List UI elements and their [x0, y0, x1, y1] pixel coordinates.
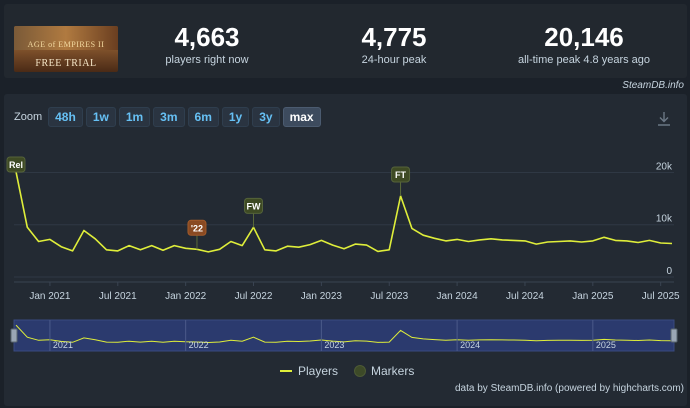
- x-tick-label: Jan 2024: [437, 291, 479, 302]
- x-tick-label: Jul 2021: [99, 291, 137, 302]
- series-line-players: [15, 171, 673, 253]
- chart-panel: [4, 94, 687, 406]
- marker-label: Rel: [9, 160, 23, 170]
- x-tick-label: Jan 2025: [572, 291, 614, 302]
- zoom-3m-button[interactable]: 3m: [153, 107, 185, 127]
- zoom-controls: Zoom 48h 1w 1m 3m 6m 1y 3y max: [14, 107, 324, 127]
- marker-fw: FW: [244, 197, 264, 228]
- thumbnail-logo: AGE of EMPIRES II: [27, 40, 105, 49]
- chart-legend: Players Markers: [280, 364, 414, 378]
- stat-current-players: 4,663 players right now: [144, 22, 270, 66]
- zoom-6m-button[interactable]: 6m: [187, 107, 219, 127]
- marker-box: [244, 197, 264, 214]
- navigator-window: [13, 319, 675, 352]
- y-tick-label: 0: [666, 266, 672, 277]
- x-tick-label: Jul 2025: [642, 291, 680, 302]
- navigator-series: [15, 324, 673, 344]
- zoom-max-button[interactable]: max: [282, 107, 321, 127]
- marker-box: [6, 156, 26, 173]
- marker-label: FT: [395, 170, 406, 180]
- stat-label: all-time peak 4.8 years ago: [517, 54, 651, 66]
- game-thumbnail[interactable]: AGE of EMPIRES II FREE TRIAL: [14, 26, 118, 72]
- stat-all-time-peak: 20,146 all-time peak 4.8 years ago: [504, 22, 664, 66]
- x-tick-label: Jan 2022: [165, 291, 207, 302]
- thumbnail-art: [14, 26, 118, 50]
- marker-22: '22: [187, 219, 207, 250]
- zoom-1y-button[interactable]: 1y: [221, 107, 250, 127]
- marker-box: [391, 166, 411, 183]
- zoom-1m-button[interactable]: 1m: [118, 107, 151, 127]
- legend-markers[interactable]: Markers: [371, 364, 415, 378]
- download-icon[interactable]: [655, 111, 673, 127]
- navigator-label: 2025: [596, 340, 616, 350]
- stat-value: 4,663: [174, 22, 240, 52]
- stat-24h-peak: 4,775 24-hour peak: [334, 22, 454, 66]
- stats-panel: AGE of EMPIRES II FREE TRIAL 4,663 playe…: [4, 4, 687, 78]
- x-tick-label: Jan 2021: [29, 291, 71, 302]
- stat-label: players right now: [165, 54, 249, 66]
- legend-players-swatch: [280, 370, 292, 372]
- x-tick-label: Jul 2024: [506, 291, 544, 302]
- stat-value: 4,775: [361, 22, 427, 52]
- marker-box: [187, 219, 207, 236]
- thumbnail-free-trial: FREE TRIAL: [35, 58, 97, 69]
- y-tick-label: 10k: [656, 214, 673, 225]
- x-tick-label: Jul 2022: [235, 291, 273, 302]
- marker-label: '22: [191, 223, 203, 233]
- zoom-48h-button[interactable]: 48h: [48, 107, 83, 127]
- navigator-handle-right[interactable]: [670, 328, 678, 343]
- stat-value: 20,146: [544, 22, 624, 52]
- navigator-label: 2022: [189, 340, 209, 350]
- marker-ft: FT: [391, 166, 411, 196]
- legend-players[interactable]: Players: [298, 364, 339, 378]
- zoom-3y-button[interactable]: 3y: [252, 107, 280, 127]
- x-tick-label: Jan 2023: [301, 291, 343, 302]
- navigator-handle-left[interactable]: [10, 328, 18, 343]
- download-icon-glyph: [658, 112, 670, 126]
- navigator-label: 2021: [53, 340, 73, 350]
- zoom-label: Zoom: [14, 111, 43, 123]
- steamdb-brand[interactable]: SteamDB.info: [622, 80, 684, 91]
- navigator-label: 2023: [324, 340, 344, 350]
- zoom-1w-button[interactable]: 1w: [85, 107, 116, 127]
- y-tick-label: 20k: [656, 161, 673, 172]
- navigator-label: 2024: [460, 340, 480, 350]
- marker-label: FW: [247, 201, 261, 211]
- x-tick-label: Jul 2023: [370, 291, 408, 302]
- legend-markers-swatch: [354, 365, 367, 377]
- stat-label: 24-hour peak: [361, 54, 427, 66]
- chart-credit[interactable]: data by SteamDB.info (powered by highcha…: [455, 383, 684, 394]
- marker-rel: Rel: [6, 156, 26, 173]
